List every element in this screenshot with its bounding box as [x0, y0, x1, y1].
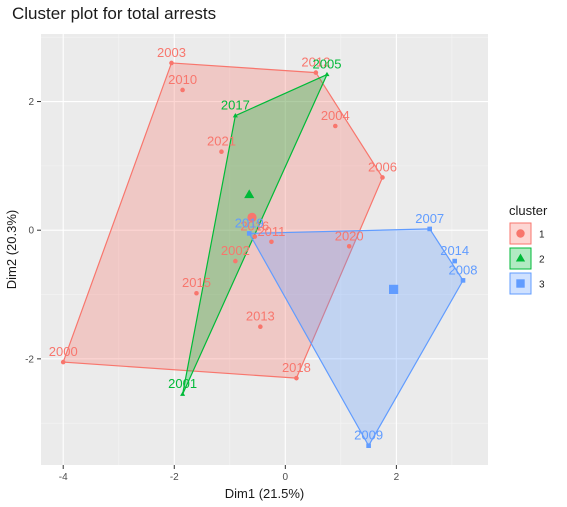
point-label-2001: 2001: [168, 376, 197, 391]
cluster-center-2: [244, 189, 255, 199]
data-point-2020: [346, 243, 352, 249]
cluster-center-3: [389, 284, 399, 294]
legend-label-2: 2: [539, 255, 545, 266]
point-label-2004: 2004: [321, 108, 350, 123]
data-point-2010: [180, 87, 185, 93]
point-label-2019: 2019: [235, 215, 264, 230]
point-label-2016: 2016: [240, 219, 269, 234]
x-tick-label: 2: [394, 472, 400, 483]
point-label-2011: 2011: [257, 224, 285, 239]
plot-panel: [41, 34, 488, 465]
point-label-2018: 2018: [282, 360, 311, 375]
legend-marker-2: [515, 253, 526, 262]
data-point-2017: [232, 112, 238, 118]
legend-label-1: 1: [539, 230, 545, 241]
y-tick-label: 0: [28, 226, 34, 237]
point-label-2008: 2008: [449, 262, 478, 277]
data-point-2021: [219, 149, 224, 155]
y-tick-label: -2: [25, 354, 34, 365]
point-label-2009: 2009: [354, 428, 383, 443]
x-tick-label: -2: [170, 472, 179, 483]
point-label-2005: 2005: [313, 57, 342, 72]
data-point-2013: [258, 324, 263, 329]
point-label-2010: 2010: [168, 72, 197, 87]
data-point-2019: [246, 231, 252, 236]
cluster-center-1: [247, 212, 257, 222]
data-point-2003: [169, 60, 174, 66]
legend-label-3: 3: [539, 280, 545, 291]
point-label-2000: 2000: [49, 344, 78, 359]
point-label-2003: 2003: [157, 45, 186, 60]
data-point-2000: [60, 359, 66, 365]
data-point-2011: [269, 239, 274, 245]
legend-marker-1: [516, 229, 525, 238]
chart-title: Cluster plot for total arrests: [12, 4, 217, 23]
point-label-2021: 2021: [207, 134, 236, 149]
x-tick-label: -4: [59, 472, 68, 483]
point-label-2020: 2020: [335, 228, 364, 243]
y-axis-title: Dim2 (20.3%): [4, 210, 19, 289]
data-point-2005: [324, 71, 330, 77]
point-label-2006: 2006: [368, 159, 397, 174]
data-point-2004: [332, 123, 338, 129]
data-point-2015: [194, 290, 199, 296]
point-label-2017: 2017: [221, 98, 250, 113]
y-tick-label: 2: [28, 97, 34, 108]
x-tick-label: 0: [283, 472, 289, 483]
data-point-2008: [460, 278, 466, 283]
data-point-2007: [427, 226, 432, 232]
point-label-2015: 2015: [182, 275, 211, 290]
legend-title: cluster: [509, 203, 548, 218]
data-point-2006: [380, 175, 385, 180]
data-point-2016: [252, 234, 258, 239]
point-label-2002: 2002: [221, 243, 250, 258]
point-label-2013: 2013: [246, 309, 275, 324]
data-point-2002: [233, 258, 238, 264]
data-point-2001: [180, 391, 186, 396]
data-point-2012: [313, 70, 319, 75]
data-point-2014: [452, 258, 457, 264]
x-axis-title: Dim1 (21.5%): [225, 486, 304, 501]
cluster-hull-1: [62, 62, 384, 379]
data-point-2009: [366, 443, 371, 449]
point-label-2014: 2014: [440, 243, 469, 258]
point-label-2012: 2012: [301, 55, 330, 70]
point-label-2007: 2007: [415, 211, 444, 226]
legend-marker-3: [516, 279, 525, 288]
data-point-2018: [294, 375, 299, 381]
